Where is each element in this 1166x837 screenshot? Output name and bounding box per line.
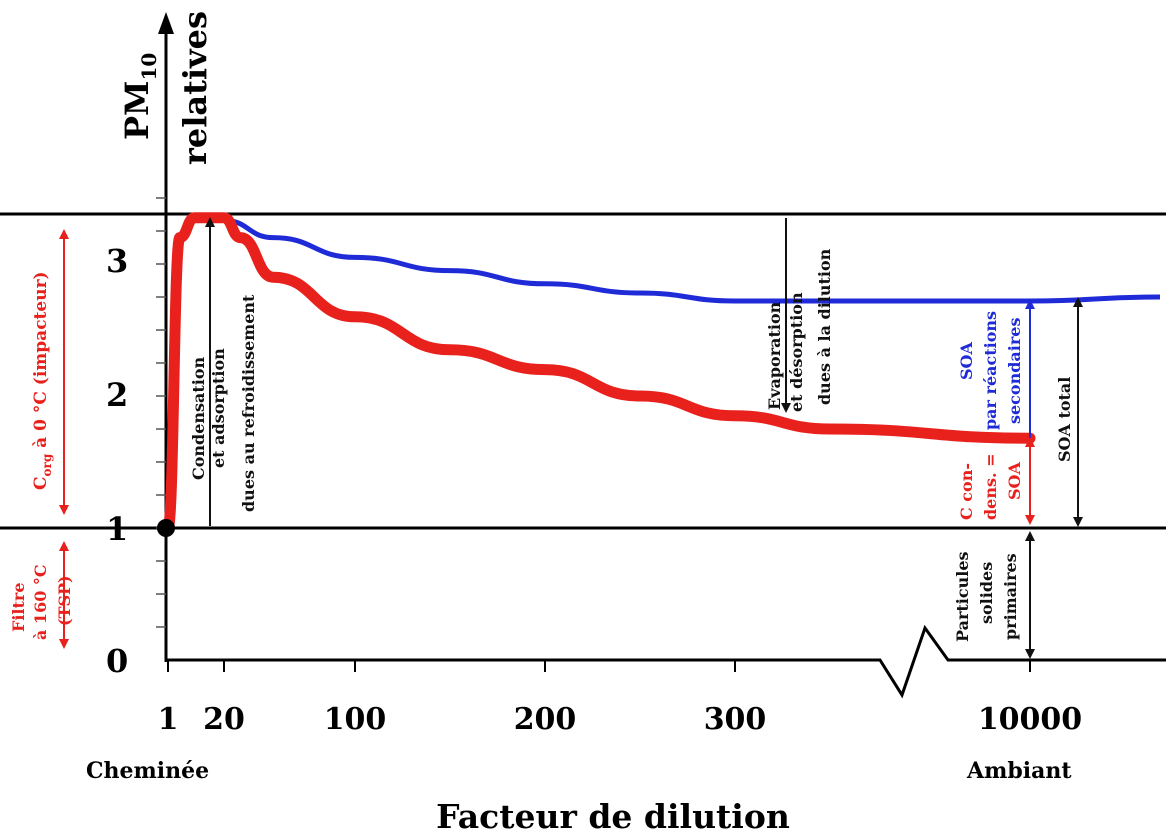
condensation-label-3: dues au refroidissement: [239, 294, 258, 512]
evaporation-label-3: dues à la dilution: [815, 248, 834, 405]
primary-label: Particules: [953, 551, 972, 642]
x-tick-1: 1: [158, 702, 179, 737]
y-tick-0: 0: [106, 642, 128, 680]
soa-secondary-line-1: SOA: [957, 342, 976, 380]
soa-secondary-label: SOA: [957, 342, 976, 380]
filter-label-2: à 160 °C: [31, 564, 50, 640]
y-tick-labels: 0 1 2 3: [106, 242, 128, 680]
y-tick-3: 3: [106, 242, 128, 280]
x-tick-100: 100: [324, 702, 387, 737]
x-start-label: Cheminée: [86, 758, 209, 784]
corg-sub: org: [40, 453, 54, 476]
soa-secondary-label-2: par réactions: [981, 311, 1000, 430]
y-title-sub: 10: [137, 53, 161, 81]
evaporation-label-2: et désorption: [787, 292, 806, 412]
filter-line-1: Filtre: [9, 582, 28, 632]
origin-point: [157, 519, 175, 537]
evaporation-label: Evaporation: [765, 301, 784, 410]
soa-condensed-label: C con-: [957, 463, 976, 520]
series-line-total: [223, 217, 1161, 304]
corg-rest: à 0 °C (impacteur): [31, 271, 51, 453]
soa-condensed-label-3: SOA: [1005, 462, 1024, 500]
filter-line-3: (TSP): [55, 575, 74, 626]
series-line-organic: [162, 212, 1036, 534]
condensation-line-1: Condensation: [189, 356, 208, 480]
evaporation-line-1: Evaporation: [765, 301, 784, 410]
y-axis-title: PM10: [118, 53, 161, 140]
soa-condensed-line-2: dens. =: [981, 453, 1000, 520]
y-tick-1: 1: [106, 510, 128, 548]
soa-total-label: SOA total: [1055, 377, 1074, 462]
x-tick-20: 20: [203, 702, 245, 737]
filter-label: Filtre: [9, 582, 28, 632]
primary-label-2: solides: [977, 562, 996, 624]
svg-text:PM10: PM10: [118, 53, 161, 140]
filter-label-3: (TSP): [55, 575, 74, 626]
primary-line-2: solides: [977, 562, 996, 624]
soa-secondary-label-3: secondaires: [1005, 318, 1024, 424]
x-tick-300: 300: [704, 702, 767, 737]
condensation-label: Condensation: [189, 356, 208, 480]
y-minor-ticks: [156, 197, 166, 628]
primary-label-3: primaires: [1001, 553, 1020, 640]
x-axis: [166, 624, 1166, 699]
y-tick-2: 2: [106, 376, 128, 414]
filter-line-2: à 160 °C: [31, 564, 50, 640]
condensation-line-2: et adsorption: [209, 348, 228, 468]
evaporation-line-2: et désorption: [787, 292, 806, 412]
evaporation-line-3: dues à la dilution: [815, 248, 834, 405]
x-tick-10000: 10000: [978, 702, 1082, 737]
soa-condensed-line-1: C con-: [957, 463, 976, 520]
soa-secondary-line-2: par réactions: [981, 311, 1000, 430]
x-end-label: Ambiant: [966, 758, 1072, 784]
primary-line-3: primaires: [1001, 553, 1020, 640]
x-tick-200: 200: [514, 702, 577, 737]
x-ticks: [167, 660, 1031, 672]
y-title-main: PM: [118, 81, 156, 140]
soa-condensed-label-2: dens. =: [981, 453, 1000, 520]
condensation-line-3: dues au refroidissement: [239, 294, 258, 512]
svg-text:Corg à 0 °C (impacteur): Corg à 0 °C (impacteur): [31, 271, 54, 490]
soa-secondary-line-3: secondaires: [1005, 318, 1024, 424]
soa-total-text: SOA total: [1055, 377, 1074, 462]
x-axis-title: Facteur de dilution: [436, 797, 790, 836]
condensation-label-2: et adsorption: [209, 348, 228, 468]
y-axis-title-2: relatives: [176, 11, 214, 165]
primary-line-1: Particules: [953, 551, 972, 642]
corg-main: C: [31, 476, 51, 490]
soa-condensed-line-3: SOA: [1005, 462, 1024, 500]
corg-label: Corg à 0 °C (impacteur): [31, 271, 54, 490]
y-axis-arrowhead: [158, 12, 174, 34]
x-tick-labels: 1 20 100 200 300 10000: [158, 702, 1083, 737]
